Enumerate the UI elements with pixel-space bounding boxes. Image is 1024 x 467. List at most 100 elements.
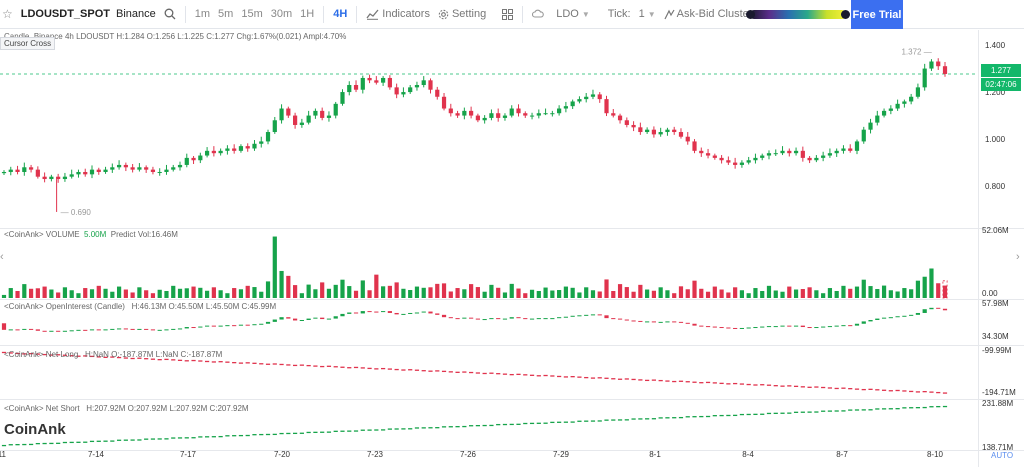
candle-body: [69, 174, 74, 177]
time-axis-label: 7-14: [88, 450, 105, 459]
volume-bar: [469, 284, 474, 298]
volume-bar: [28, 288, 34, 298]
net-short-mark: [49, 442, 54, 445]
oi-candle: [502, 318, 508, 320]
main-legend: Candle Binance 4h LDOUSDT H:1.284 O:1.25…: [4, 32, 346, 41]
candle-body: [387, 77, 392, 88]
net-short-mark: [834, 410, 839, 412]
net-short-mark: [469, 425, 474, 427]
net-long-mark: [394, 368, 399, 371]
net-short-mark: [225, 435, 230, 437]
volume-bar: [617, 284, 623, 298]
net-long-mark: [604, 377, 609, 379]
interval-30m[interactable]: 30m: [270, 8, 293, 20]
volume-bar: [922, 276, 927, 298]
interval-15m[interactable]: 15m: [241, 8, 263, 20]
volume-bar: [557, 290, 562, 298]
net-long-mark: [895, 389, 900, 392]
volume-bar: [807, 287, 812, 298]
net-short-mark: [557, 421, 562, 423]
net-short-mark: [421, 427, 426, 429]
volume-bar: [766, 285, 772, 298]
chart-canvas[interactable]: 1.400 1.200 1.000 0.800 — 0.690 1.372 — 52.06M…: [0, 30, 1024, 467]
net-long-mark: [597, 377, 602, 379]
oi-candle: [204, 325, 210, 327]
net-long-mark: [550, 375, 555, 377]
net-short-mark: [381, 429, 386, 431]
interval-1m[interactable]: 1m: [194, 8, 211, 20]
oi-candle: [103, 329, 108, 331]
layout-grid-icon[interactable]: [498, 0, 517, 29]
net-short-mark: [902, 407, 907, 409]
net-long-line: [1, 351, 948, 394]
volume-bar: [22, 284, 27, 298]
toolbar-divider: [323, 5, 325, 23]
volume-bar: [739, 290, 745, 298]
candle-body: [408, 87, 413, 93]
volume-legend-value: 5.00M: [84, 230, 107, 239]
net-short-mark: [719, 414, 724, 417]
cloud-icon[interactable]: [528, 0, 548, 29]
oi-candle: [130, 328, 135, 330]
interval-4h[interactable]: 4H: [333, 8, 348, 20]
net-short-mark: [22, 443, 27, 446]
candle-body: [22, 167, 27, 172]
oi-candle: [536, 318, 541, 320]
oi-candle: [597, 314, 602, 316]
volume-bar: [42, 286, 47, 298]
oi-candle: [726, 327, 731, 329]
oi-candle: [529, 318, 535, 320]
interval-1h[interactable]: 1H: [300, 8, 315, 20]
oi-candle: [773, 326, 778, 328]
oi-candle: [848, 325, 853, 327]
net-long-mark: [746, 383, 751, 386]
tick-selector[interactable]: Tick: 1 ▼: [604, 0, 660, 29]
net-long-mark: [482, 372, 487, 375]
net-long-mark: [110, 356, 115, 358]
exchange-label[interactable]: Binance: [116, 8, 156, 20]
net-long-mark: [441, 370, 447, 373]
interval-5m[interactable]: 5m: [218, 8, 234, 20]
volume-bar: [536, 290, 541, 298]
net-long-mark: [942, 392, 948, 394]
scroll-left-arrow-icon[interactable]: ‹: [0, 251, 4, 263]
candle-body: [760, 155, 765, 158]
volume-bar: [89, 289, 95, 298]
scroll-right-arrow-icon[interactable]: ›: [1016, 251, 1020, 263]
volume-bar: [496, 287, 501, 298]
oi-candle: [414, 312, 420, 314]
search-icon[interactable]: [160, 0, 180, 29]
setting-button[interactable]: Setting: [434, 0, 490, 29]
net-long-mark: [807, 386, 812, 388]
heatmap-gradient-slider[interactable]: [746, 10, 852, 19]
symbol-selector[interactable]: LDOUSDT_SPOT: [20, 8, 110, 20]
net-long-mark: [62, 354, 68, 356]
volume-bar: [875, 289, 880, 298]
indicators-button[interactable]: Indicators: [362, 0, 434, 29]
net-long-mark: [624, 378, 629, 380]
candle-body: [800, 150, 805, 158]
auto-scale-button[interactable]: AUTO: [991, 451, 1014, 460]
volume-bar: [96, 285, 101, 298]
volume-bar: [929, 268, 934, 298]
volume-bar: [408, 290, 413, 298]
candle-body: [861, 129, 866, 142]
favorite-star-icon[interactable]: ☆: [2, 7, 13, 21]
net-long-mark: [150, 358, 156, 360]
oi-candle: [123, 328, 128, 330]
candle-body: [381, 77, 386, 83]
oi-candle: [299, 320, 304, 321]
coin-selector[interactable]: LDO ▼: [552, 0, 594, 29]
net-long-mark: [584, 376, 589, 379]
net-long-mark: [76, 355, 81, 357]
candle-body: [184, 157, 189, 165]
chart-area[interactable]: 1.400 1.200 1.000 0.800 — 0.690 1.372 — 52.06M…: [0, 30, 1024, 467]
volume-bar: [123, 289, 128, 298]
oi-candle: [401, 313, 406, 315]
oi-candle: [137, 328, 142, 330]
candle-body: [279, 108, 284, 121]
candle-body: [177, 164, 183, 168]
free-trial-button[interactable]: Free Trial: [851, 0, 903, 29]
net-long-mark: [502, 373, 508, 375]
volume-bar: [631, 291, 636, 298]
